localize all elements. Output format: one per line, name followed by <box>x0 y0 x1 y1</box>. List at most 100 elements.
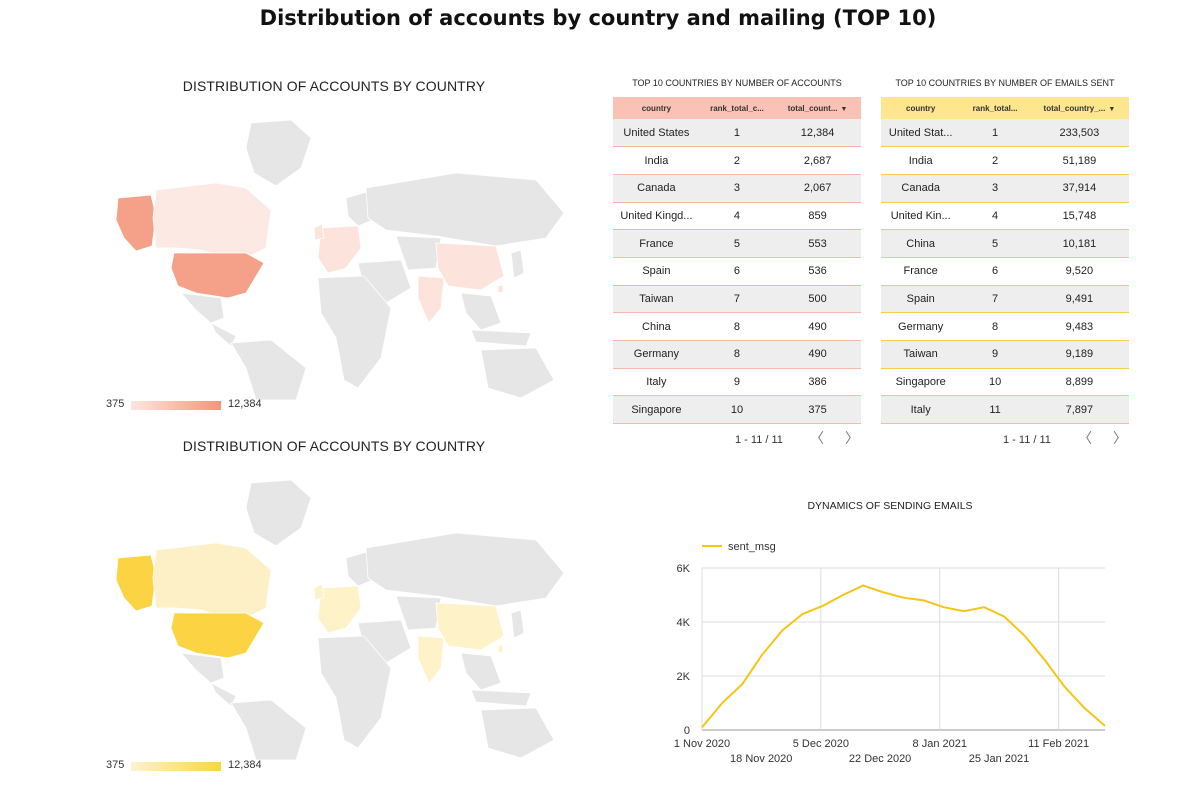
country-shape-india[interactable] <box>417 275 445 324</box>
emails-world-map[interactable] <box>96 478 572 760</box>
country-shape-russia[interactable] <box>365 532 565 607</box>
country-shape-central-america[interactable] <box>210 322 237 347</box>
country-shape-europe-west[interactable] <box>317 585 362 634</box>
cell-rank: 3 <box>699 174 775 203</box>
country-shape-south-america[interactable] <box>230 339 307 400</box>
cell-country: United States <box>613 119 700 148</box>
cell-country: Spain <box>613 257 700 286</box>
column-header-rank[interactable]: rank_total... <box>960 97 1030 119</box>
country-shape-mexico[interactable] <box>180 652 225 684</box>
country-shape-greenland[interactable] <box>245 119 312 187</box>
x-tick-label: 11 Feb 2021 <box>1028 738 1089 750</box>
column-header-country[interactable]: country <box>881 97 961 119</box>
x-tick-label: 25 Jan 2021 <box>969 753 1030 765</box>
table-row[interactable]: Spain 7 9,491 <box>881 285 1129 314</box>
table-row[interactable]: Canada 3 2,067 <box>613 174 861 203</box>
cell-total: 859 <box>774 202 861 231</box>
cell-country: China <box>613 312 700 341</box>
country-shape-central-america[interactable] <box>210 682 237 707</box>
country-shape-china[interactable] <box>435 242 505 291</box>
chevron-left-icon[interactable]: 〈 <box>809 430 824 446</box>
country-shape-central-asia[interactable] <box>395 235 442 271</box>
chevron-right-icon[interactable]: 〉 <box>1113 430 1128 446</box>
table-row[interactable]: Italy 11 7,897 <box>881 395 1129 425</box>
table-row[interactable]: Taiwan 7 500 <box>613 285 861 314</box>
country-shape-australia[interactable] <box>480 707 555 759</box>
table-row[interactable]: Spain 6 536 <box>613 257 861 286</box>
table-row[interactable]: Italy 9 386 <box>613 368 861 397</box>
table-row[interactable]: Singapore 10 8,899 <box>881 368 1129 397</box>
cell-country: Singapore <box>881 368 961 397</box>
table-row[interactable]: United Kin... 4 15,748 <box>881 202 1129 231</box>
column-header-total[interactable]: total_count... ▼ <box>774 97 861 119</box>
country-shape-indonesia[interactable] <box>470 329 532 347</box>
legend-label: sent_msg <box>728 541 776 553</box>
country-shape-africa[interactable] <box>317 275 392 389</box>
pagination-range: 1 - 11 / 11 <box>1003 434 1051 446</box>
chevron-left-icon[interactable]: 〈 <box>1077 430 1092 446</box>
emails-table-title: TOP 10 COUNTRIES BY NUMBER OF EMAILS SEN… <box>895 78 1115 88</box>
country-shape-uk[interactable] <box>313 223 325 241</box>
country-shape-se-asia[interactable] <box>460 652 502 691</box>
table-row[interactable]: India 2 51,189 <box>881 146 1129 175</box>
cell-rank: 6 <box>960 257 1030 286</box>
country-shape-taiwan[interactable] <box>497 644 504 654</box>
cell-rank: 8 <box>699 340 775 369</box>
country-shape-africa[interactable] <box>317 635 392 749</box>
country-shape-europe-west[interactable] <box>317 225 362 274</box>
cell-rank: 5 <box>699 229 775 258</box>
legend-gradient-bar <box>131 401 221 410</box>
cell-rank: 4 <box>699 202 775 231</box>
column-header-rank[interactable]: rank_total_c... <box>699 97 775 119</box>
country-shape-greenland[interactable] <box>245 479 312 547</box>
cell-rank: 3 <box>960 174 1030 203</box>
country-shape-australia[interactable] <box>480 347 555 399</box>
country-shape-central-asia[interactable] <box>395 595 442 631</box>
country-shape-japan[interactable] <box>510 249 525 279</box>
country-shape-russia[interactable] <box>365 172 565 247</box>
cell-rank: 2 <box>699 146 775 175</box>
cell-rank: 1 <box>699 119 775 148</box>
accounts-world-map[interactable] <box>96 118 572 400</box>
country-shape-usa[interactable] <box>170 612 265 659</box>
table-row[interactable]: China 5 10,181 <box>881 229 1129 258</box>
table-row[interactable]: Canada 3 37,914 <box>881 174 1129 203</box>
cell-total: 553 <box>774 229 861 258</box>
table-row[interactable]: India 2 2,687 <box>613 146 861 175</box>
country-shape-se-asia[interactable] <box>460 292 502 331</box>
country-shape-alaska[interactable] <box>115 554 157 612</box>
country-shape-south-america[interactable] <box>230 699 307 760</box>
country-shape-taiwan[interactable] <box>497 284 504 294</box>
country-shape-usa[interactable] <box>170 252 265 299</box>
column-header-country[interactable]: country <box>613 97 700 119</box>
table-row[interactable]: Germany 8 9,483 <box>881 312 1129 341</box>
country-shape-japan[interactable] <box>510 609 525 639</box>
emails-line-chart[interactable]: sent_msg 0 2K 4K 6K 1 Nov 2020 5 Dec 2020 8 Jan… <box>650 530 1120 770</box>
column-header-total[interactable]: total_country_... ▼ <box>1029 97 1129 119</box>
country-shape-china[interactable] <box>435 602 505 651</box>
table-row[interactable]: China 8 490 <box>613 312 861 341</box>
country-shape-canada[interactable] <box>152 182 272 259</box>
table-row[interactable]: United Stat... 1 233,503 <box>881 119 1129 148</box>
table-row[interactable]: United Kingd... 4 859 <box>613 202 861 231</box>
country-shape-mexico[interactable] <box>180 292 225 324</box>
country-shape-alaska[interactable] <box>115 194 157 252</box>
table-row[interactable]: United States 1 12,384 <box>613 119 861 148</box>
series-line-sent-msg[interactable] <box>701 584 1106 728</box>
table-row[interactable]: France 6 9,520 <box>881 257 1129 286</box>
country-shape-india[interactable] <box>417 635 445 684</box>
country-shape-indonesia[interactable] <box>470 689 532 707</box>
table-row[interactable]: Singapore 10 375 <box>613 395 861 425</box>
table-row[interactable]: Taiwan 9 9,189 <box>881 340 1129 369</box>
accounts-pagination: 1 - 11 / 11 〈 〉 <box>735 428 859 448</box>
cell-country: Germany <box>613 340 700 369</box>
chevron-right-icon[interactable]: 〉 <box>845 430 860 446</box>
table-row[interactable]: Germany 8 490 <box>613 340 861 369</box>
table-row[interactable]: France 5 553 <box>613 229 861 258</box>
country-shape-canada[interactable] <box>152 542 272 619</box>
y-tick-label: 0 <box>684 725 690 737</box>
cell-rank: 11 <box>960 395 1030 425</box>
legend-min-value: 375 <box>106 759 125 771</box>
country-shape-uk[interactable] <box>313 583 325 601</box>
cell-total: 15,748 <box>1029 202 1129 231</box>
